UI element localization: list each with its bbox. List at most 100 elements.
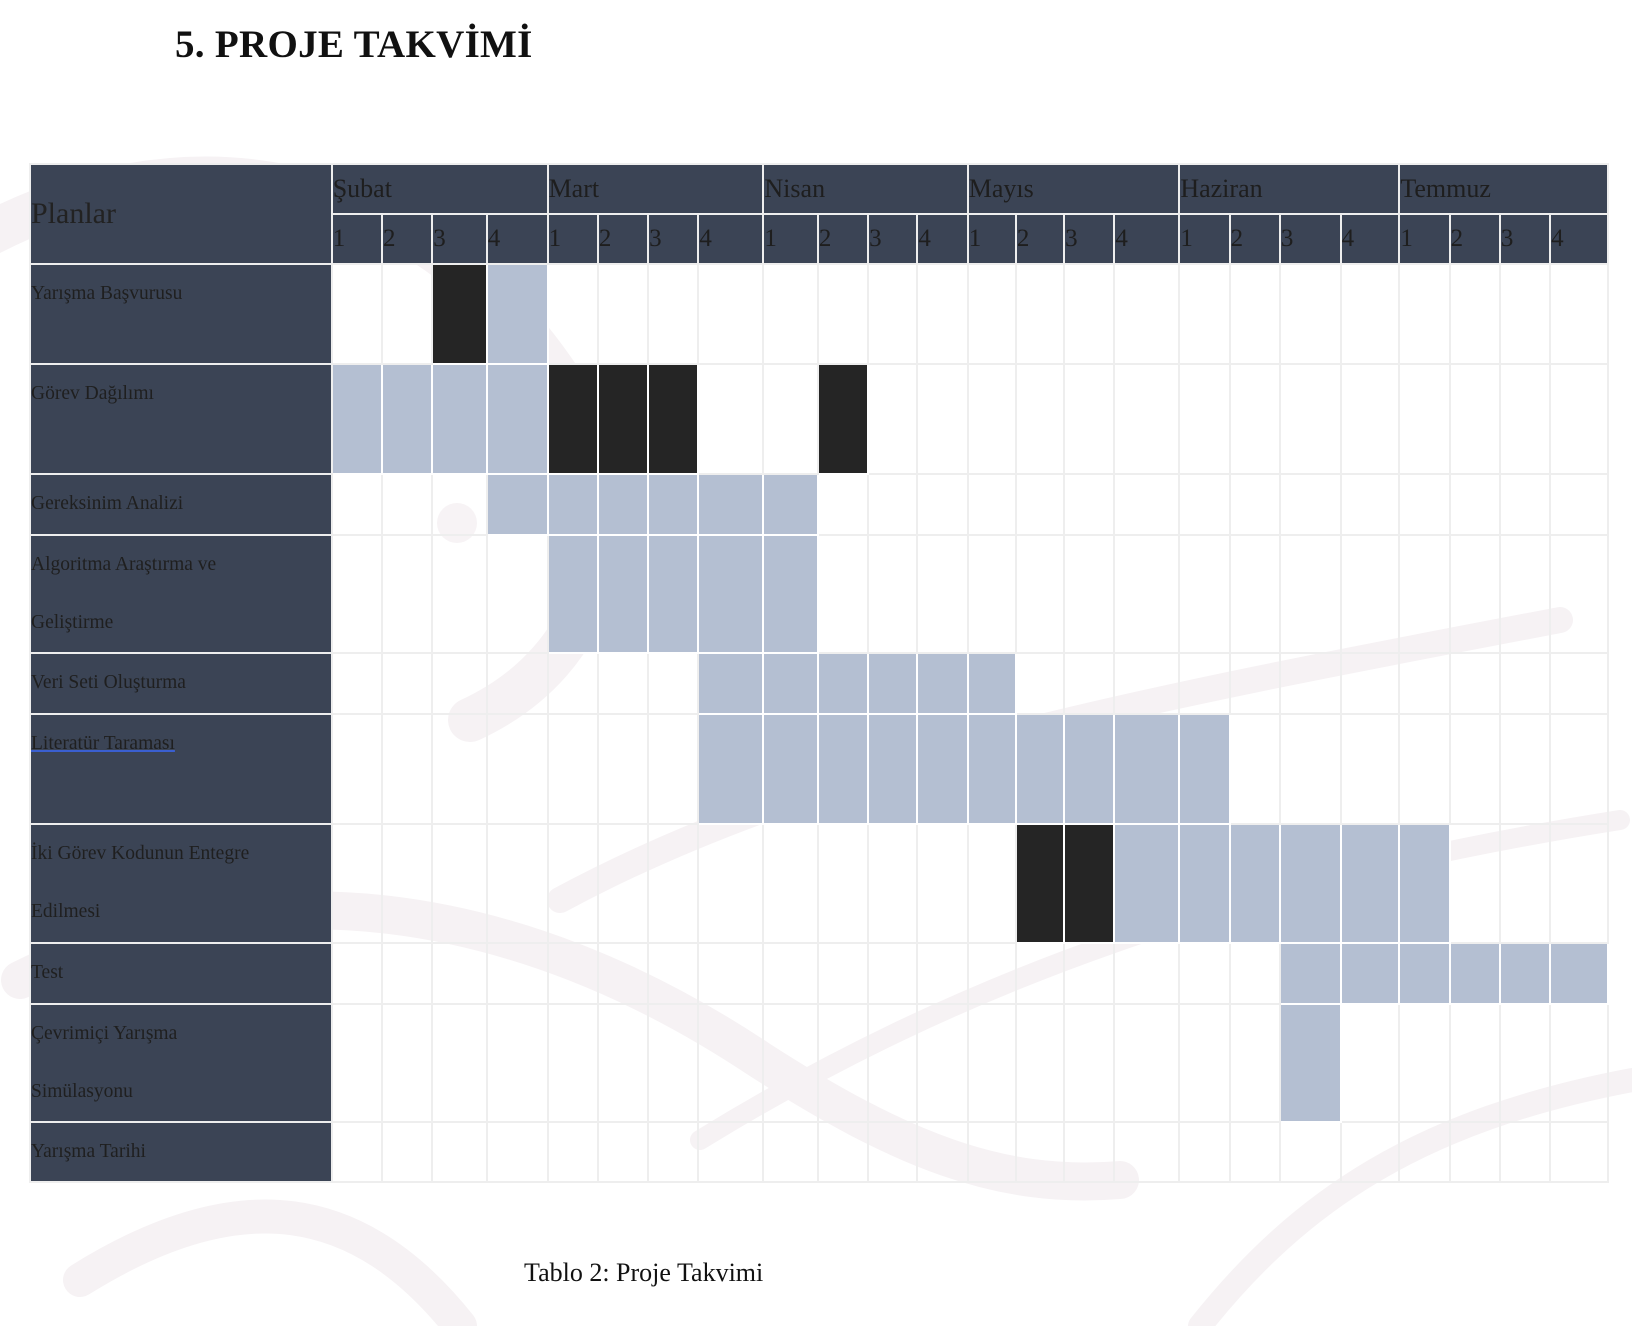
gantt-cell-empty — [762, 263, 819, 365]
gantt-cell-empty — [816, 1003, 870, 1123]
gantt-cell-empty — [966, 263, 1017, 365]
gantt-cell-empty — [1498, 1003, 1552, 1123]
gantt-cell-empty — [1448, 534, 1501, 654]
gantt-cell-light — [1113, 713, 1181, 825]
gantt-cell-empty — [647, 1003, 700, 1123]
week-header: 2 — [596, 213, 650, 265]
task-label-text: Veri Seti Oluşturma — [31, 672, 186, 693]
week-header: 2 — [1448, 213, 1501, 265]
gantt-cell-empty — [596, 713, 650, 825]
gantt-cell-empty — [431, 942, 488, 1005]
gantt-cell-empty — [1339, 473, 1401, 536]
gantt-cell-empty — [546, 942, 599, 1005]
gantt-cell-empty — [1228, 713, 1281, 825]
gantt-cell-empty — [697, 363, 765, 475]
task-label-text: Gereksinim Analizi — [31, 493, 184, 514]
week-header: 1 — [546, 213, 599, 265]
gantt-cell-empty — [1228, 942, 1281, 1005]
gantt-cell-empty — [966, 534, 1017, 654]
gantt-cell-empty — [596, 823, 650, 944]
gantt-cell-empty — [1448, 713, 1501, 825]
gantt-cell-light — [546, 473, 599, 536]
gantt-cell-empty — [867, 363, 919, 475]
gantt-cell-light — [697, 534, 765, 654]
month-header: Haziran — [1178, 163, 1401, 215]
gantt-cell-empty — [916, 1003, 969, 1123]
gantt-cell-empty — [431, 823, 488, 944]
gantt-cell-light — [697, 473, 765, 536]
gantt-cell-empty — [596, 942, 650, 1005]
gantt-cell-empty — [1278, 534, 1342, 654]
gantt-cell-empty — [816, 534, 870, 654]
gantt-cell-light — [1498, 942, 1552, 1005]
gantt-cell-empty — [1014, 1121, 1066, 1183]
gantt-cell-empty — [1398, 363, 1451, 475]
gantt-cell-empty — [1498, 473, 1552, 536]
gantt-cell-empty — [1398, 1003, 1451, 1123]
week-header: 4 — [1113, 213, 1181, 265]
week-header: 3 — [431, 213, 488, 265]
gantt-cell-empty — [1398, 1121, 1451, 1183]
gantt-cell-empty — [485, 1121, 549, 1183]
gantt-cell-empty — [1228, 263, 1281, 365]
week-header: 3 — [1498, 213, 1552, 265]
gantt-cell-light — [966, 652, 1017, 715]
gantt-cell-dark — [596, 363, 650, 475]
gantt-cell-dark — [1014, 823, 1066, 944]
gantt-cell-empty — [431, 1003, 488, 1123]
gantt-cell-empty — [966, 942, 1017, 1005]
gantt-cell-empty — [596, 1121, 650, 1183]
task-label-text: İki Görev Kodunun Entegre Edilmesi — [31, 843, 250, 922]
task-row: Çevrimiçi Yarışma Simülasyonu — [29, 1003, 1609, 1123]
gantt-cell-empty — [546, 1121, 599, 1183]
gantt-cell-empty — [647, 652, 700, 715]
gantt-cell-empty — [966, 363, 1017, 475]
gantt-cell-empty — [916, 473, 969, 536]
task-label: Görev Dağılımı — [29, 363, 333, 475]
gantt-cell-empty — [867, 942, 919, 1005]
month-header: Nisan — [762, 163, 969, 215]
week-header: 2 — [1014, 213, 1066, 265]
gantt-cell-empty — [1228, 1121, 1281, 1183]
gantt-cell-empty — [431, 713, 488, 825]
gantt-cell-empty — [647, 713, 700, 825]
gantt-cell-empty — [762, 1121, 819, 1183]
gantt-cell-empty — [1063, 534, 1116, 654]
gantt-cell-empty — [596, 652, 650, 715]
gantt-cell-light — [762, 652, 819, 715]
task-row: İki Görev Kodunun Entegre Edilmesi — [29, 823, 1609, 944]
task-row: Yarışma Tarihi — [29, 1121, 1609, 1183]
gantt-cell-light — [697, 713, 765, 825]
gantt-cell-empty — [1448, 1003, 1501, 1123]
gantt-cell-empty — [1113, 534, 1181, 654]
gantt-cell-empty — [1178, 942, 1231, 1005]
gantt-cell-light — [1228, 823, 1281, 944]
gantt-cell-empty — [1498, 823, 1552, 944]
gantt-cell-empty — [1278, 652, 1342, 715]
gantt-cell-empty — [1063, 652, 1116, 715]
gantt-cell-light — [816, 652, 870, 715]
week-header: 4 — [916, 213, 969, 265]
gantt-cell-empty — [816, 473, 870, 536]
week-header: 3 — [647, 213, 700, 265]
gantt-cell-light — [1014, 713, 1066, 825]
gantt-cell-empty — [1014, 534, 1066, 654]
gantt-cell-empty — [1014, 363, 1066, 475]
gantt-cell-empty — [330, 263, 384, 365]
gantt-cell-dark — [647, 363, 700, 475]
gantt-cell-empty — [330, 473, 384, 536]
gantt-cell-light — [485, 363, 549, 475]
gantt-cell-light — [647, 534, 700, 654]
task-row: Algoritma Araştırma ve Geliştirme — [29, 534, 1609, 654]
gantt-cell-empty — [762, 1003, 819, 1123]
gantt-cell-empty — [380, 1121, 434, 1183]
gantt-cell-empty — [330, 534, 384, 654]
gantt-cell-empty — [1113, 652, 1181, 715]
gantt-cell-empty — [485, 534, 549, 654]
gantt-cell-empty — [1549, 473, 1609, 536]
gantt-cell-empty — [916, 942, 969, 1005]
gantt-cell-empty — [1278, 713, 1342, 825]
week-header: 2 — [380, 213, 434, 265]
gantt-cell-empty — [916, 363, 969, 475]
week-header: 4 — [1549, 213, 1609, 265]
